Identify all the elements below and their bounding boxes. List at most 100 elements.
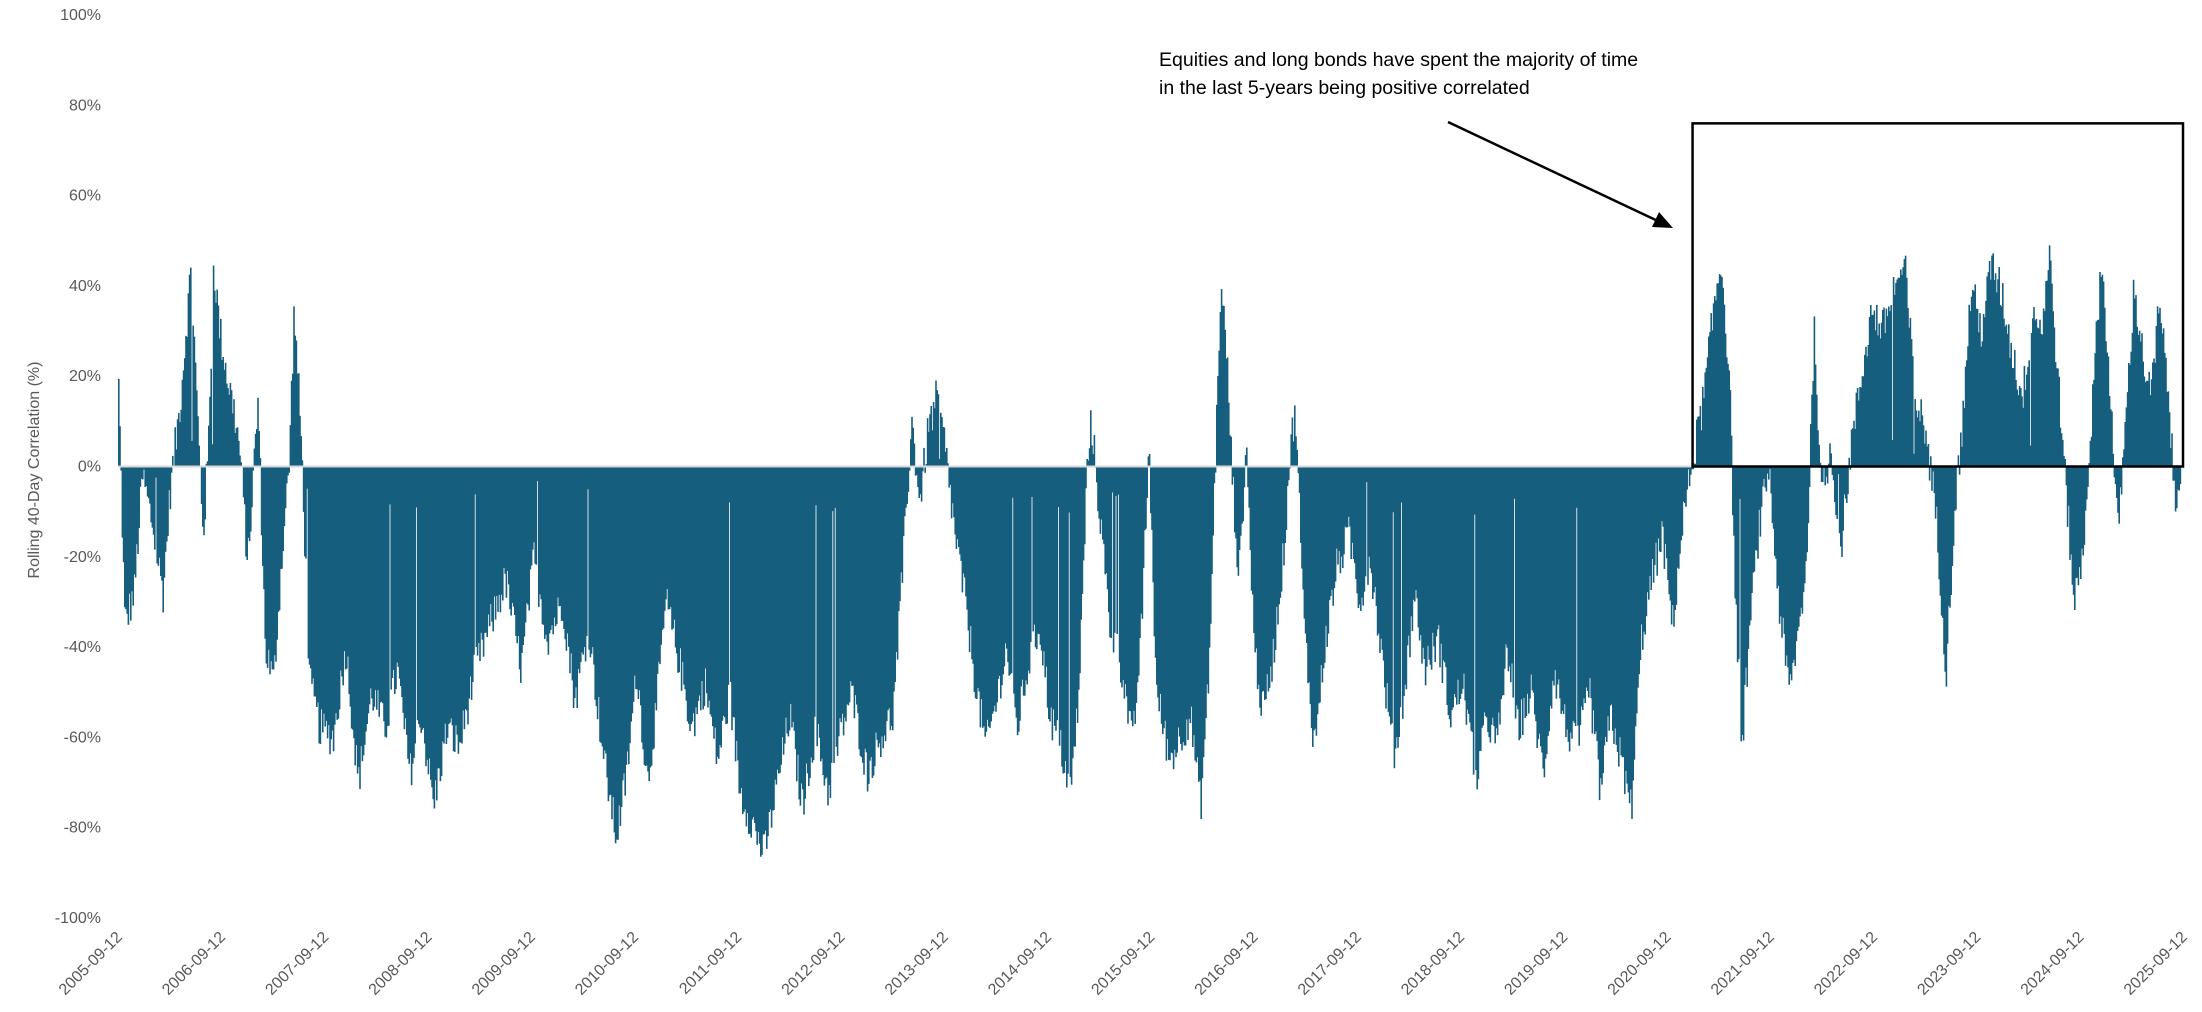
bar [2102, 281, 2105, 467]
bar [1601, 466, 1603, 785]
bar [1254, 466, 1256, 653]
bar [784, 466, 786, 744]
bar [468, 466, 470, 699]
bar [1049, 466, 1051, 722]
bar [1458, 466, 1460, 705]
bar [884, 466, 887, 742]
bar [620, 466, 623, 807]
bar [829, 466, 832, 798]
bar [1097, 466, 1099, 512]
bar [640, 466, 642, 706]
bar [1525, 466, 1528, 717]
bar [310, 466, 312, 669]
bar [2156, 306, 2159, 467]
bar [1591, 466, 1594, 734]
bar [842, 466, 845, 736]
bar [1838, 466, 1841, 534]
bar [714, 466, 716, 728]
bar [511, 466, 514, 603]
bar [866, 466, 869, 792]
bar [2137, 334, 2140, 467]
bar [1198, 466, 1200, 782]
bar [1842, 466, 1844, 531]
bar [1166, 466, 1169, 739]
bar [632, 466, 635, 702]
bar [1181, 466, 1183, 751]
bar [286, 466, 288, 484]
bar [1759, 466, 1762, 537]
bar [323, 466, 325, 714]
bar [1360, 466, 1362, 611]
bar [1290, 434, 1292, 467]
bar [1327, 466, 1330, 634]
bar [481, 466, 484, 640]
bar [962, 466, 965, 574]
bar [1373, 466, 1375, 593]
bar [917, 466, 919, 488]
bar [935, 380, 937, 467]
bar [780, 466, 782, 765]
bar [1632, 466, 1634, 781]
bar [1178, 466, 1181, 737]
bar [1229, 435, 1231, 467]
bar [1426, 466, 1428, 667]
bar [1450, 466, 1452, 728]
bar [1283, 466, 1285, 566]
bar [1790, 466, 1793, 681]
bar [2092, 384, 2094, 467]
bar [905, 466, 907, 508]
bar [230, 390, 233, 467]
bar [808, 466, 810, 787]
bar [2076, 466, 2078, 578]
bar [174, 427, 176, 467]
bar [546, 466, 548, 642]
bar [1873, 310, 1876, 467]
bar [394, 466, 396, 695]
bar [756, 466, 758, 845]
bar [938, 458, 941, 467]
bar [1819, 462, 1822, 467]
bar [128, 466, 131, 594]
bar [409, 466, 412, 754]
bar [1382, 466, 1385, 661]
bar [941, 417, 943, 467]
bar [340, 466, 342, 671]
bar [888, 466, 890, 709]
bar [1565, 466, 1567, 738]
bar [1744, 466, 1746, 685]
bar [464, 466, 467, 710]
bar [1631, 466, 1633, 819]
bar [1081, 466, 1084, 594]
bar [175, 449, 178, 467]
bar [526, 466, 528, 604]
bar [2044, 311, 2046, 467]
bar [626, 466, 629, 752]
bar [929, 414, 931, 467]
bar [1286, 466, 1289, 487]
bar [197, 416, 199, 467]
x-tick-label: 2009-09-12 [469, 929, 539, 999]
bar [211, 444, 214, 467]
bar [1548, 466, 1550, 732]
bar [1939, 466, 1942, 596]
bar [719, 466, 721, 745]
bar [379, 466, 382, 703]
bar [642, 466, 644, 750]
bar [1103, 466, 1105, 545]
bar [2075, 466, 2077, 579]
bar [1477, 466, 1480, 780]
bar [192, 325, 194, 467]
bar [516, 466, 518, 644]
bar [396, 466, 398, 663]
bar [1388, 466, 1391, 717]
bar [463, 466, 466, 730]
bar [1464, 466, 1466, 701]
bar [1499, 466, 1501, 725]
bar [1609, 466, 1612, 706]
bar [496, 466, 498, 596]
bar [416, 466, 419, 721]
bar [2064, 459, 2066, 467]
bar [1518, 466, 1520, 741]
bar [1741, 466, 1744, 735]
bar [1363, 466, 1366, 592]
